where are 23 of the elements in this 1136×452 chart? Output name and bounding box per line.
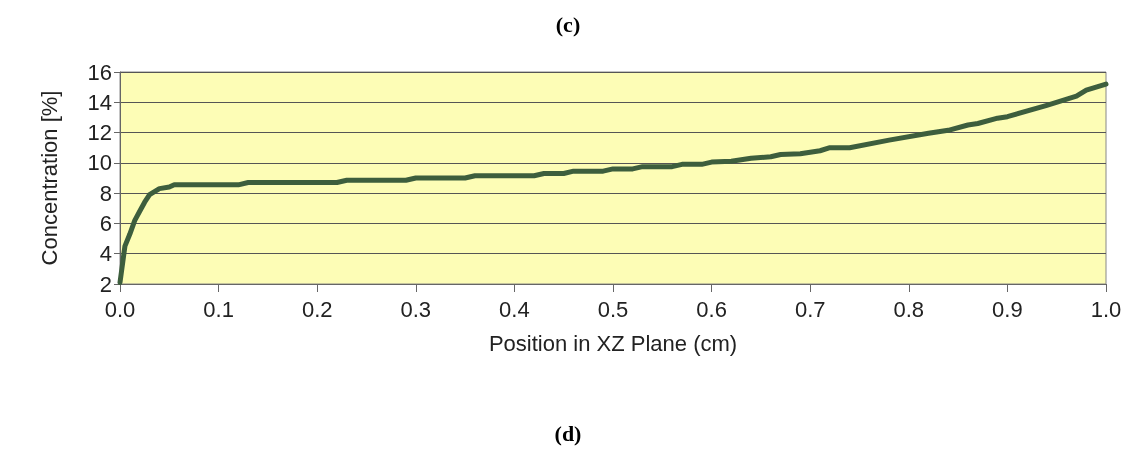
x-tick-label: 0.3 <box>400 296 432 322</box>
x-tick-label: 0.1 <box>203 296 234 322</box>
x-tick-label: 0.6 <box>696 296 727 322</box>
x-tick-label: 0.8 <box>893 296 925 322</box>
y-tick-label: 6 <box>99 210 112 236</box>
y-tick-label: 12 <box>87 120 112 146</box>
y-tick-label: 10 <box>87 150 112 176</box>
y-tick-label: 4 <box>99 241 112 267</box>
y-tick-label: 16 <box>87 59 112 85</box>
x-tick-label: 1.0 <box>1090 296 1122 322</box>
x-tick-label: 0.0 <box>104 296 136 322</box>
x-tick-label: 0.9 <box>992 296 1023 322</box>
y-tick-label: 2 <box>99 271 112 297</box>
text: (d) <box>554 420 582 446</box>
x-tick-label: 0.7 <box>794 296 826 322</box>
x-tick-label: 0.4 <box>499 296 530 322</box>
x-axis-title: Position in XZ Plane (cm) <box>488 330 738 356</box>
x-tick-label: 0.5 <box>597 296 629 322</box>
y-axis-title: Concentration [%] <box>36 90 62 266</box>
chart-title: (c) <box>555 11 581 37</box>
y-tick-label: 14 <box>87 89 112 115</box>
y-tick-label: 8 <box>99 180 112 206</box>
x-tick-label: 0.2 <box>301 296 333 322</box>
